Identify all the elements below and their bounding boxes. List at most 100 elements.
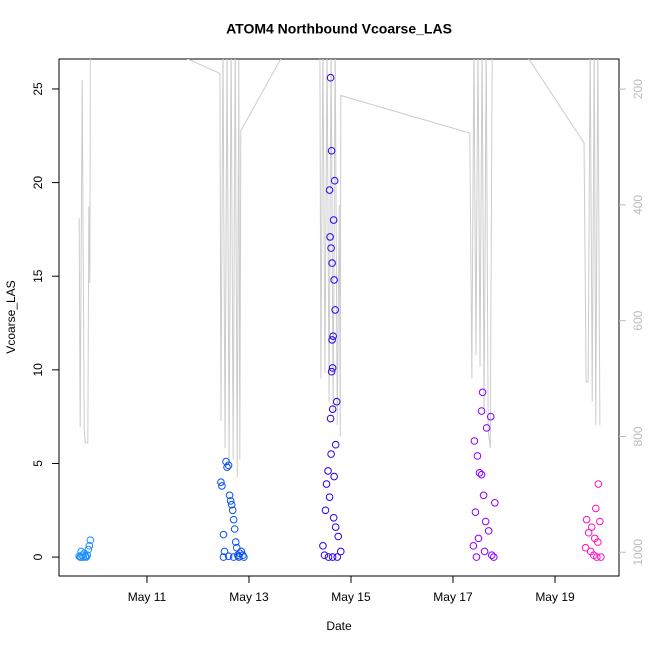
y2-tick-label: 800 <box>631 426 645 446</box>
point <box>478 388 487 397</box>
point <box>479 491 488 500</box>
chart-title: ATOM4 Northbound Vcoarse_LAS <box>226 21 452 37</box>
point <box>477 407 486 415</box>
point <box>328 405 337 413</box>
point <box>224 552 233 560</box>
point <box>319 542 327 550</box>
point <box>469 542 478 550</box>
point <box>329 216 338 224</box>
point <box>487 551 496 560</box>
point <box>77 553 85 561</box>
point <box>81 552 90 561</box>
point <box>234 552 243 561</box>
point <box>581 543 590 552</box>
point <box>331 306 339 314</box>
point <box>223 463 231 472</box>
point <box>331 523 340 531</box>
x-axis-label: Date <box>326 619 352 633</box>
point <box>473 452 482 460</box>
point <box>336 547 345 556</box>
point <box>327 450 335 458</box>
point <box>328 336 336 344</box>
point <box>582 515 591 524</box>
point <box>239 551 247 560</box>
point <box>220 547 229 556</box>
point <box>594 480 603 488</box>
y-tick-label: 5 <box>31 460 45 467</box>
point <box>480 547 489 556</box>
point <box>222 457 230 466</box>
y2-tick-label: 200 <box>631 79 645 99</box>
y2-tick-label: 600 <box>631 310 645 330</box>
point <box>331 440 340 449</box>
point <box>320 551 329 560</box>
point <box>325 186 334 194</box>
point <box>224 461 233 470</box>
point <box>324 467 332 475</box>
y-tick-label: 25 <box>31 82 45 96</box>
y-tick-label: 10 <box>31 363 45 377</box>
point <box>474 534 483 543</box>
point <box>229 553 238 561</box>
point <box>597 553 605 561</box>
point <box>326 414 335 423</box>
point <box>333 553 342 561</box>
point <box>328 553 337 561</box>
point <box>230 525 239 533</box>
point <box>328 364 337 372</box>
point <box>484 527 493 535</box>
point <box>326 73 335 82</box>
point <box>86 536 95 545</box>
y-tick-label: 20 <box>31 176 45 190</box>
point <box>217 478 225 486</box>
point <box>327 367 336 376</box>
y-tick-label: 0 <box>31 553 45 560</box>
point <box>218 482 226 490</box>
y-tick-label: 15 <box>31 269 45 283</box>
point <box>225 491 234 500</box>
point <box>329 513 338 522</box>
point <box>322 480 331 488</box>
point <box>327 244 335 252</box>
point <box>240 553 248 561</box>
point <box>491 498 499 507</box>
point <box>325 493 334 501</box>
point <box>596 517 604 526</box>
point <box>226 497 235 505</box>
point <box>594 538 602 546</box>
point <box>477 470 486 479</box>
point <box>84 545 93 554</box>
altitude-line <box>78 59 601 478</box>
y-axis-label: Vcoarse_LAS <box>4 280 18 353</box>
point <box>334 532 343 541</box>
point <box>326 233 334 241</box>
point <box>232 543 241 552</box>
point <box>229 515 238 524</box>
point <box>482 424 491 432</box>
point <box>587 523 596 531</box>
point <box>330 276 338 284</box>
point <box>481 517 490 526</box>
point <box>227 500 236 509</box>
point <box>332 397 341 406</box>
point <box>321 506 330 515</box>
x-tick-label: May 13 <box>229 590 269 604</box>
x-tick-label: May 19 <box>535 590 575 604</box>
y2-tick-label: 400 <box>631 195 645 215</box>
point <box>328 259 336 267</box>
point <box>324 553 333 561</box>
point <box>327 146 336 155</box>
point <box>330 176 339 185</box>
point <box>85 542 94 550</box>
point <box>472 553 481 561</box>
plot-frame <box>58 58 620 577</box>
point <box>329 332 337 340</box>
point <box>231 538 240 546</box>
point <box>591 504 600 513</box>
point <box>219 553 228 561</box>
point <box>475 469 484 477</box>
plot-area <box>75 59 605 561</box>
point <box>219 530 228 539</box>
point <box>471 508 480 516</box>
